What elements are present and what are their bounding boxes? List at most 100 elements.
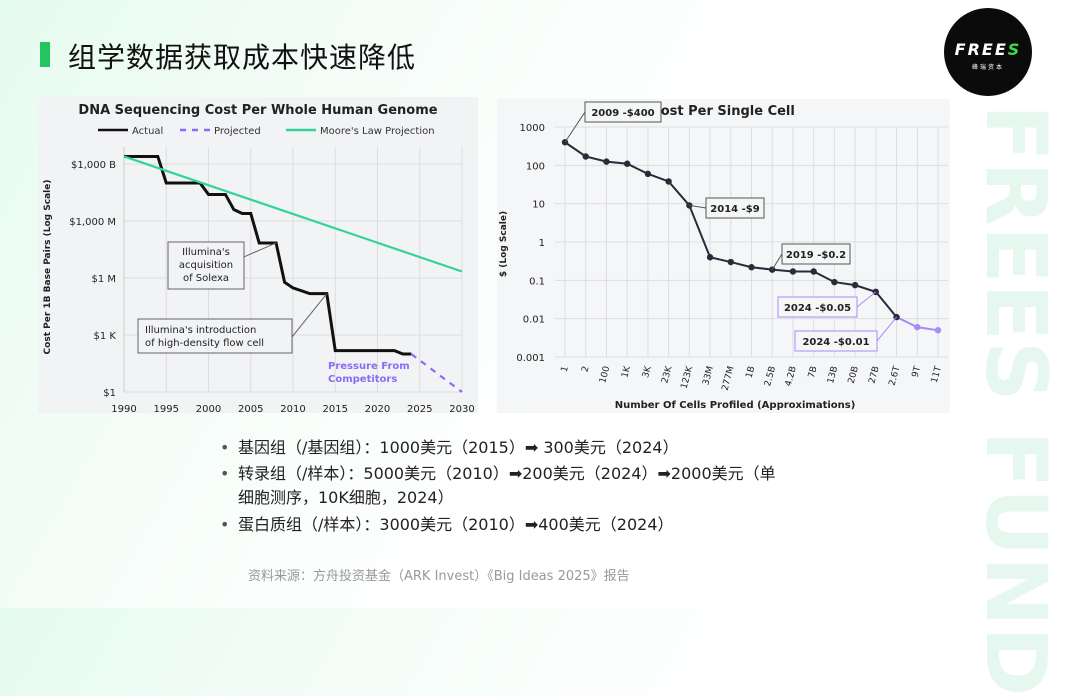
y-tick-label: 0.01: [523, 315, 545, 326]
x-tick-label: 1: [560, 365, 571, 373]
x-tick-label: 2.6T: [888, 365, 903, 387]
annotation-box: [137, 318, 293, 354]
logo-subtext: 峰瑞资本: [971, 64, 1004, 71]
annotation-box: [794, 330, 878, 352]
x-tick-label: 277M: [721, 365, 737, 392]
annotation-box: [705, 197, 765, 219]
annotation-text: acquisition: [179, 260, 233, 271]
y-tick-label: 0.001: [516, 353, 545, 364]
y-tick-label: $1 K: [94, 331, 117, 342]
data-point: [789, 268, 797, 275]
annotation-leader: [876, 316, 897, 342]
y-tick-label: $1,000 M: [69, 217, 116, 228]
x-tick-label: 13B: [826, 365, 840, 385]
data-point: [665, 178, 672, 185]
series-line-moore-s-law-projection: [123, 155, 463, 273]
annotation-box: [781, 243, 851, 265]
annotation-leader: [771, 253, 783, 270]
x-tick-label: 27B: [868, 365, 882, 385]
annotation-text: 2019 -$0.2: [786, 250, 846, 261]
bullet-proteome: • 蛋白质组（/样本）：3000美元（2010）➡400美元（2024）: [220, 515, 674, 534]
annotation-leader: [856, 291, 877, 308]
watermark: FREES FUND: [967, 104, 1065, 696]
x-tick-label: 2015: [323, 404, 348, 413]
annotation-leader: [564, 111, 586, 143]
annotation-box: [584, 101, 662, 123]
data-point: [582, 153, 589, 160]
logo: FREES 峰瑞资本: [944, 8, 1032, 96]
y-tick-label: 100: [526, 161, 545, 172]
data-point: [934, 327, 942, 334]
annotation-text: 2014 -$9: [710, 204, 759, 215]
x-tick-label: 2005: [238, 404, 263, 413]
y-axis-label: $ (Log Scale): [499, 211, 509, 277]
y-tick-label: 10: [532, 200, 545, 211]
series-line-projected: [410, 353, 463, 393]
x-tick-label: 11T: [930, 365, 944, 384]
bullet-genome: • 基因组（/基因组）：1000美元（2015）➡ 300美元（2024）: [220, 438, 679, 457]
x-tick-label: 2030: [449, 404, 474, 413]
x-tick-label: 23K: [660, 364, 674, 384]
title-accent-bar: [40, 42, 50, 67]
x-axis-label: Number Of Cells Profiled (Approximations…: [615, 400, 856, 411]
chart-title: Cost Per Single Cell: [651, 104, 795, 119]
annotation-text: Illumina's: [182, 247, 230, 258]
x-tick-label: 33M: [701, 365, 716, 386]
page-title: 组学数据获取成本快速降低: [68, 41, 417, 74]
y-tick-label: $1,000 B: [71, 160, 116, 171]
data-point: [831, 278, 838, 286]
x-tick-label: 1995: [154, 404, 179, 413]
x-tick-label: 9T: [911, 365, 924, 379]
annotation-text: Competitors: [328, 374, 397, 385]
x-tick-label: 100: [598, 365, 612, 384]
x-tick-label: 2025: [407, 404, 432, 413]
x-tick-label: 1990: [111, 404, 136, 413]
annotation-text: Pressure From: [328, 361, 410, 372]
x-tick-label: 1B: [745, 365, 758, 379]
x-tick-label: 1K: [620, 364, 633, 379]
single-cell-cost-chart: Cost Per Single Cell 1000 100 10 1 0.1 0.01 0.0…: [497, 99, 950, 413]
legend-label: Actual: [132, 126, 163, 137]
x-tick-label: 4.2B: [784, 365, 799, 387]
x-tick-label: 2010: [280, 404, 305, 413]
data-point: [706, 254, 714, 261]
data-point: [623, 160, 631, 167]
data-point: [727, 258, 734, 266]
source-note: 资料来源：方舟投资基金（ARK Invest）《Big Ideas 2025》报…: [248, 569, 630, 584]
data-point: [851, 281, 859, 289]
annotation-text: 2024 -$0.05: [784, 303, 851, 314]
annotation-box: [777, 296, 858, 318]
x-tick-label: 3K: [641, 364, 654, 379]
x-tick-label: 2.5B: [763, 365, 778, 387]
logo-text: FREES: [954, 40, 1022, 59]
x-tick-label: 123K: [680, 364, 696, 390]
annotation-leader: [689, 204, 707, 209]
annotation-leader: [291, 293, 328, 338]
x-tick-label: 2: [580, 365, 591, 373]
y-tick-label: 0.1: [529, 276, 545, 287]
x-tick-label: 2000: [196, 404, 221, 413]
y-tick-label: 1000: [520, 123, 545, 134]
dna-cost-chart: DNA Sequencing Cost Per Whole Human Geno…: [38, 97, 478, 413]
x-tick-label: 7B: [807, 365, 820, 379]
y-tick-label: $1: [103, 388, 116, 399]
chart-title: DNA Sequencing Cost Per Whole Human Geno…: [78, 103, 437, 118]
legend-label: Moore's Law Projection: [320, 126, 435, 137]
annotation-box: [167, 241, 245, 290]
data-point: [810, 268, 817, 275]
y-tick-label: 1: [539, 238, 545, 249]
data-point: [748, 264, 755, 271]
annotation-text: 2024 -$0.01: [802, 337, 869, 348]
legend-label: Projected: [214, 126, 261, 137]
data-point: [644, 170, 652, 178]
annotation-text: Illumina's introduction: [145, 325, 256, 336]
y-axis-label: Cost Per 1B Base Pairs (Log Scale): [43, 180, 53, 355]
annotation-text: of Solexa: [183, 273, 229, 284]
annotation-text: 2009 -$400: [591, 108, 654, 119]
x-tick-label: 20B: [847, 365, 861, 385]
y-tick-label: $1 M: [91, 274, 116, 285]
x-tick-label: 2020: [365, 404, 390, 413]
data-point: [603, 158, 610, 165]
annotation-text: of high-density flow cell: [145, 338, 264, 349]
data-point: [686, 202, 693, 209]
